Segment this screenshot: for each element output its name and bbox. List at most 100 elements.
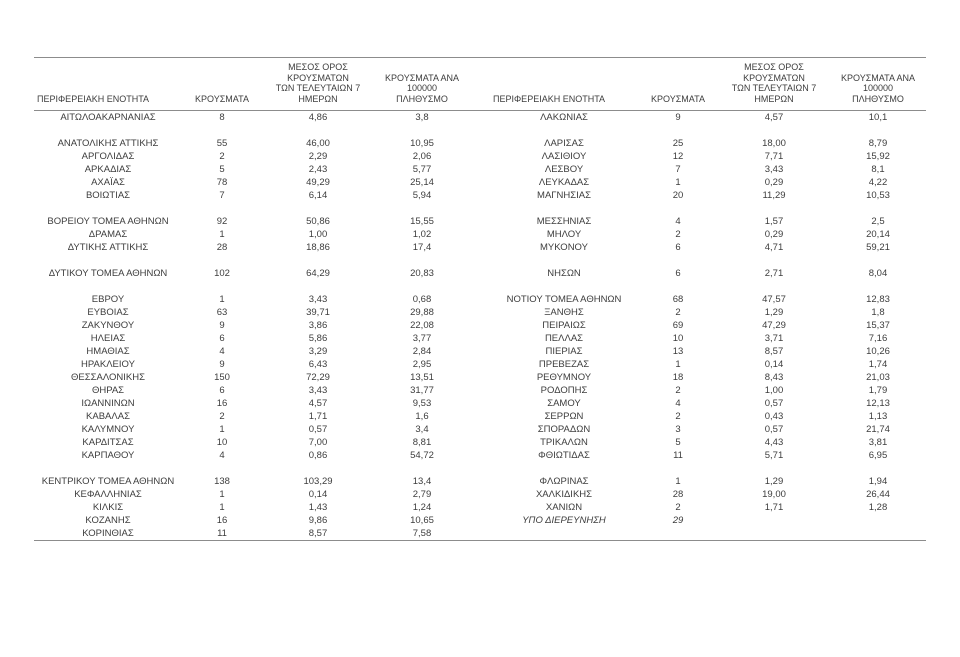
- avg7-cell: 0,43: [764, 411, 784, 422]
- cases-cell: 150: [214, 372, 230, 383]
- per100k-cell: 5,94: [412, 190, 432, 201]
- regional-cases-table: ΠΕΡΙΦΕΡΕΙΑΚΗ ΕΝΟΤΗΤΑ ΚΡΟΥΣΜΑΤΑ ΜΕΣΟΣ ΟΡΟ…: [34, 57, 926, 541]
- per100k-cell: 25,14: [410, 177, 434, 188]
- cases-cell: 2: [219, 151, 225, 162]
- region-cell: ΚΕΝΤΡΙΚΟΥ ΤΟΜΕΑ ΑΘΗΝΩΝ: [41, 476, 175, 487]
- table-row: ΗΛΕΙΑΣ 6 5,86 3,77 ΠΕΛΛΑΣ 10 3,71 7,16: [34, 332, 926, 345]
- per100k-cell: 3,81: [868, 437, 888, 448]
- column-gap: [470, 319, 490, 332]
- region-cell: [490, 124, 638, 137]
- per100k-column-header: ΚΡΟΥΣΜΑΤΑ ΑΝΑ 100000 ΠΛΗΘΥΣΜΟ: [374, 57, 470, 111]
- cases-cell: 7: [219, 190, 225, 201]
- header-line: ΜΕΣΟΣ ΟΡΟΣ ΚΡΟΥΣΜΑΤΩΝ: [287, 62, 349, 83]
- region-cell: ΣΕΡΡΩΝ: [544, 411, 584, 422]
- per100k-cell: 21,74: [866, 424, 890, 435]
- avg7-cell: [718, 254, 830, 267]
- region-column-header: ΠΕΡΙΦΕΡΕΙΑΚΗ ΕΝΟΤΗΤΑ: [34, 57, 182, 111]
- per100k-cell: 15,37: [866, 320, 890, 331]
- cases-cell: 3: [675, 424, 681, 435]
- per100k-cell: 8,81: [412, 437, 432, 448]
- column-gap: [470, 332, 490, 345]
- avg7-cell: 47,29: [762, 320, 786, 331]
- column-gap: [470, 124, 490, 137]
- column-gap: [470, 306, 490, 319]
- region-cell: ΛΑΚΩΝΙΑΣ: [540, 112, 588, 123]
- region-cell: ΞΑΝΘΗΣ: [544, 307, 584, 318]
- per100k-cell: [374, 202, 470, 215]
- avg7-cell: [718, 124, 830, 137]
- cases-cell: 29: [672, 515, 684, 526]
- avg7-cell: 39,71: [306, 307, 330, 318]
- header-line: ΜΕΣΟΣ ΟΡΟΣ ΚΡΟΥΣΜΑΤΩΝ: [743, 62, 805, 83]
- per100k-cell: 12,13: [866, 398, 890, 409]
- avg7-cell: 4,57: [308, 398, 328, 409]
- cases-cell: [182, 280, 262, 293]
- report-page: ΠΕΡΙΦΕΡΕΙΑΚΗ ΕΝΟΤΗΤΑ ΚΡΟΥΣΜΑΤΑ ΜΕΣΟΣ ΟΡΟ…: [0, 57, 960, 657]
- column-gap: [470, 514, 490, 527]
- table-row: ΔΥΤΙΚΟΥ ΤΟΜΕΑ ΑΘΗΝΩΝ 102 64,29 20,83 ΝΗΣΩΝ 6 2…: [34, 267, 926, 280]
- avg7-cell: 1,29: [764, 307, 784, 318]
- table-body: ΑΙΤΩΛΟΑΚΑΡΝΑΝΙΑΣ 8 4,86 3,8 ΛΑΚΩΝΙΑΣ 9 4,57 10,…: [34, 111, 926, 541]
- avg7-cell: 3,43: [308, 294, 328, 305]
- region-cell: ΑΝΑΤΟΛΙΚΗΣ ΑΤΤΙΚΗΣ: [57, 138, 159, 149]
- avg7-cell: [718, 514, 830, 527]
- cases-cell: 9: [675, 112, 681, 123]
- per100k-cell: [830, 124, 926, 137]
- column-gap: [470, 397, 490, 410]
- avg7-cell: 2,71: [764, 268, 784, 279]
- header-line: ΗΜΕΡΩΝ: [298, 93, 338, 104]
- avg7-cell: 46,00: [306, 138, 330, 149]
- header-line: ΤΩΝ ΤΕΛΕΥΤΑΙΩΝ 7: [731, 83, 817, 93]
- header-line: ΠΛΗΘΥΣΜΟ: [396, 93, 448, 104]
- avg7-cell: 47,57: [762, 294, 786, 305]
- per100k-cell: 2,95: [412, 359, 432, 370]
- cases-cell: 68: [672, 294, 684, 305]
- cases-cell: 2: [675, 385, 681, 396]
- region-cell: ΑΡΚΑΔΙΑΣ: [84, 164, 132, 175]
- avg7-cell: 7,00: [308, 437, 328, 448]
- per100k-cell: 10,65: [410, 515, 434, 526]
- per100k-cell: 1,13: [868, 411, 888, 422]
- avg7-cell: 72,29: [306, 372, 330, 383]
- cases-cell: 10: [216, 437, 228, 448]
- avg7-cell: 0,57: [764, 424, 784, 435]
- region-cell: ΧΑΝΙΩΝ: [545, 502, 583, 513]
- avg7-cell: 0,29: [764, 229, 784, 240]
- avg7-cell: 0,57: [308, 424, 328, 435]
- avg7-column-header: ΜΕΣΟΣ ΟΡΟΣ ΚΡΟΥΣΜΑΤΩΝ ΤΩΝ ΤΕΛΕΥΤΑΙΩΝ 7 Η…: [262, 57, 374, 111]
- cases-cell: [638, 462, 718, 475]
- column-gap: [470, 293, 490, 306]
- avg7-cell: 3,86: [308, 320, 328, 331]
- avg7-cell: [262, 280, 374, 293]
- cases-cell: 1: [219, 229, 225, 240]
- region-cell: ΤΡΙΚΑΛΩΝ: [540, 437, 588, 448]
- region-cell: ΕΥΒΟΙΑΣ: [87, 307, 129, 318]
- avg7-cell: 5,71: [764, 450, 784, 461]
- region-cell: ΚΑΒΑΛΑΣ: [86, 411, 130, 422]
- column-gap: [470, 449, 490, 462]
- cases-cell: 4: [675, 216, 681, 227]
- cases-cell: [182, 202, 262, 215]
- region-cell: ΚΑΡΔΙΤΣΑΣ: [82, 437, 134, 448]
- cases-cell: 28: [672, 489, 684, 500]
- cases-cell: 1: [219, 294, 225, 305]
- per100k-cell: 2,5: [871, 216, 885, 227]
- region-cell: ΔΡΑΜΑΣ: [88, 229, 128, 240]
- region-cell: [490, 280, 638, 293]
- cases-cell: 9: [219, 320, 225, 331]
- avg7-cell: [718, 202, 830, 215]
- table-row: ΕΒΡΟΥ 1 3,43 0,68 ΝΟΤΙΟΥ ΤΟΜΕΑ ΑΘΗΝΩΝ 68 47,57…: [34, 293, 926, 306]
- table-row: ΚΕΦΑΛΛΗΝΙΑΣ 1 0,14 2,79 ΧΑΛΚΙΔΙΚΗΣ 28 19,00 26,…: [34, 488, 926, 501]
- cases-cell: 1: [675, 177, 681, 188]
- avg7-cell: 8,57: [308, 528, 328, 539]
- avg7-cell: 18,00: [762, 138, 786, 149]
- table-row: ΒΟΙΩΤΙΑΣ 7 6,14 5,94 ΜΑΓΝΗΣΙΑΣ 20 11,29 10,53: [34, 189, 926, 202]
- region-cell: ΕΒΡΟΥ: [91, 294, 125, 305]
- avg7-cell: 5,86: [308, 333, 328, 344]
- region-cell: ΛΑΡΙΣΑΣ: [544, 138, 584, 149]
- per100k-column-header: ΚΡΟΥΣΜΑΤΑ ΑΝΑ 100000 ΠΛΗΘΥΣΜΟ: [830, 57, 926, 111]
- avg7-cell: 0,29: [764, 177, 784, 188]
- cases-cell: 5: [219, 164, 225, 175]
- cases-cell: [638, 254, 718, 267]
- avg7-cell: 4,57: [764, 112, 784, 123]
